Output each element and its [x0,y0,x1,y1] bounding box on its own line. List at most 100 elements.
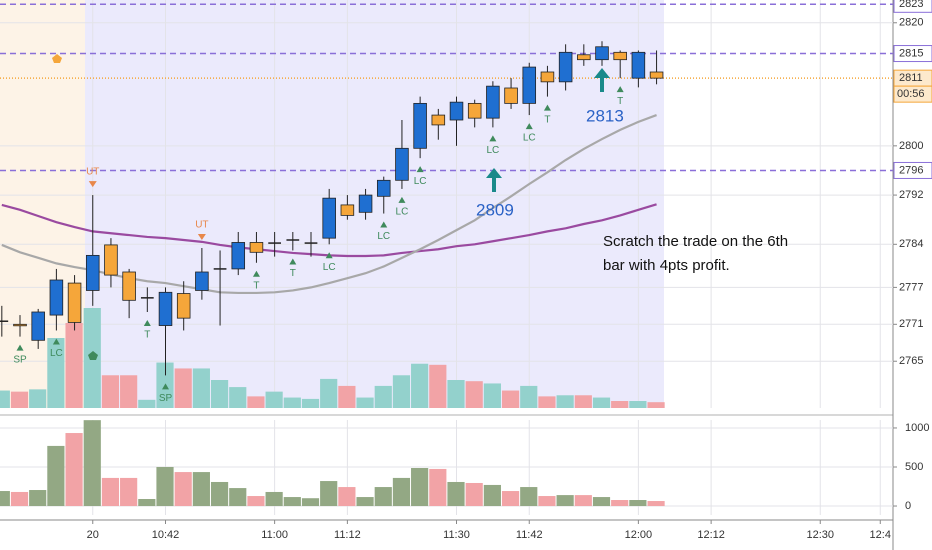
x-tick-label: 12:30 [806,529,834,541]
y-tick-label: 2820 [899,17,923,29]
signal-label: LC [323,262,336,273]
signal-marker [616,86,624,93]
candle-body [486,85,500,119]
volume-bar [101,375,120,408]
candle-body [249,242,264,253]
signal-label: T [290,268,296,279]
lower-volume-bar [210,481,229,507]
candle-body [31,311,45,341]
lower-volume-bar [647,501,665,507]
volume-bar [47,338,65,408]
y-tick-label: 2771 [899,318,923,330]
lower-volume-bar [374,487,392,507]
signal-marker [525,123,533,130]
marker-icon [88,351,98,360]
volume-bar [0,390,10,408]
candle-body [158,291,173,326]
lower-volume-bar [265,491,283,507]
x-tick-label: 12:12 [697,529,725,541]
volume-bar [629,401,647,408]
lower-volume-bar [556,495,574,507]
session-background [85,0,664,408]
y-tick-label: 2784 [899,238,923,250]
level-box [893,0,932,13]
x-tick-label: 11:12 [334,529,361,541]
lower-volume-bar [301,498,320,507]
level-label: 2796 [899,164,923,176]
candle-body [195,271,209,291]
lower-volume-bar [465,482,483,507]
volume-bar [574,395,592,408]
volume-bar [65,323,83,408]
lower-volume-bar [392,477,411,507]
candle-body [13,323,27,327]
volume-tick-label: 500 [905,461,923,473]
volume-bar [465,381,483,408]
annotation: 2813 [586,106,624,125]
x-tick-label: 11:00 [261,529,288,541]
level-box [893,161,932,179]
volume-bar [374,385,392,408]
signal-label: T [144,330,150,341]
candle-body [449,101,464,121]
candle-body [467,102,482,119]
lower-volume-bar [247,496,265,507]
level-label: 2815 [899,47,923,59]
lower-volume-bar [65,433,83,507]
volume-bar [592,397,611,408]
candle-body [649,71,664,79]
volume-bar [356,397,374,408]
signal-marker [52,338,60,345]
candle-body [304,242,318,244]
volume-bar [556,395,574,408]
pane-separator [0,414,893,416]
x-tick-label: 20 [87,529,99,541]
level-box [893,45,932,63]
candle-body [286,239,300,241]
candle-body [268,242,281,244]
signal-label: LC [377,231,390,242]
volume-bar [283,397,301,408]
lower-volume-bar [338,487,356,507]
signal-label: LC [523,133,536,144]
candle-body [140,297,154,299]
lower-volume-bar [283,497,301,507]
candle-body [522,66,537,104]
y-tick-label: 2792 [899,189,923,201]
y-tick-label: 2765 [899,355,923,367]
volume-bar [501,390,520,408]
signal-label: UT [195,220,208,231]
signal-marker [252,270,260,277]
signal-label: SP [159,393,173,404]
signal-marker [489,135,497,142]
signal-marker [380,221,388,228]
countdown: 00:56 [897,88,925,100]
lower-volume-bar [101,477,120,507]
candle-body [631,51,646,79]
candle-body [504,87,518,104]
x-tick-label: 12:00 [625,529,653,541]
lower-volume-bar [174,472,192,507]
volume-bar [392,375,411,408]
volume-bar [210,380,229,408]
x-tick-label: 10:42 [152,529,180,541]
volume-bar [29,389,47,408]
candle-body [395,147,409,181]
lower-volume-bar [411,468,429,507]
signal-marker [398,196,406,203]
volume-bar [174,368,192,408]
volume-bar [447,380,465,408]
arrow-icon [486,168,502,192]
signal-label: T [544,114,550,125]
volume-bar [483,383,501,408]
lower-volume-bar [447,481,465,507]
lower-volume-bar [574,495,592,507]
volume-bar [10,391,29,408]
signal-marker [543,104,551,111]
candle-body [413,102,427,149]
lower-volume-bar [592,497,611,507]
lower-volume-bar [483,484,501,507]
candle-body [322,197,336,239]
lower-volume-bar [320,481,338,507]
